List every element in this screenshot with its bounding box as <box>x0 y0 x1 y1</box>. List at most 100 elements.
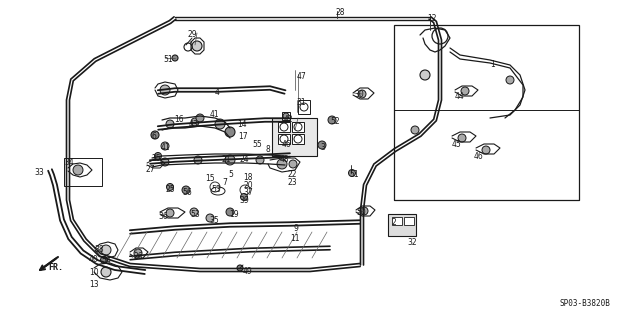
Bar <box>64 158 102 186</box>
Circle shape <box>482 146 490 154</box>
Circle shape <box>411 126 419 134</box>
Text: 4: 4 <box>215 88 220 97</box>
Text: 20: 20 <box>243 181 253 190</box>
Bar <box>272 118 317 156</box>
Circle shape <box>280 135 288 143</box>
Text: 53: 53 <box>211 185 221 194</box>
Circle shape <box>160 85 170 95</box>
Circle shape <box>318 141 326 149</box>
Bar <box>278 122 290 132</box>
Text: 38: 38 <box>94 245 104 254</box>
Text: 2: 2 <box>392 218 397 227</box>
Circle shape <box>151 131 159 139</box>
Text: 5: 5 <box>228 170 233 179</box>
Text: 47: 47 <box>297 72 307 81</box>
Text: 6: 6 <box>151 132 156 141</box>
Text: 49: 49 <box>243 267 253 276</box>
Circle shape <box>196 114 204 122</box>
Circle shape <box>206 214 214 222</box>
Circle shape <box>190 208 198 216</box>
Text: 25: 25 <box>151 154 161 163</box>
Text: 10: 10 <box>89 268 99 277</box>
Circle shape <box>184 43 192 51</box>
Text: 29: 29 <box>188 30 198 39</box>
Text: 37: 37 <box>243 188 253 197</box>
Circle shape <box>225 127 235 137</box>
Circle shape <box>461 87 469 95</box>
Text: 11: 11 <box>290 234 300 243</box>
Circle shape <box>166 209 174 217</box>
Text: 42: 42 <box>284 115 294 124</box>
Text: 50: 50 <box>356 208 365 217</box>
Text: 9: 9 <box>294 224 299 233</box>
Bar <box>292 122 304 132</box>
Circle shape <box>101 267 111 277</box>
Text: 12: 12 <box>427 14 436 23</box>
Circle shape <box>194 156 202 164</box>
Bar <box>392 217 402 225</box>
Text: 26: 26 <box>134 252 143 261</box>
Text: 51: 51 <box>163 55 173 64</box>
Text: 40: 40 <box>89 255 99 264</box>
Text: 35: 35 <box>209 216 219 225</box>
Text: 15: 15 <box>205 174 214 183</box>
Text: 16: 16 <box>174 115 184 124</box>
Circle shape <box>101 245 111 255</box>
Circle shape <box>256 156 264 164</box>
Text: 46: 46 <box>474 152 484 161</box>
Text: FR.: FR. <box>48 263 63 272</box>
Circle shape <box>458 134 466 142</box>
Circle shape <box>100 256 108 263</box>
Text: 39: 39 <box>239 196 249 205</box>
Circle shape <box>182 186 190 194</box>
Circle shape <box>161 158 169 166</box>
Bar <box>278 134 290 144</box>
Text: 41: 41 <box>210 110 220 119</box>
Text: 7: 7 <box>222 178 227 187</box>
Bar <box>394 25 579 200</box>
Text: 13: 13 <box>89 280 99 289</box>
Text: 51: 51 <box>349 170 358 179</box>
Text: 48: 48 <box>280 155 290 164</box>
Text: 31: 31 <box>296 98 306 107</box>
Circle shape <box>134 249 142 257</box>
Circle shape <box>191 118 199 126</box>
Text: 8: 8 <box>265 145 269 154</box>
Circle shape <box>237 265 243 271</box>
Text: 27: 27 <box>146 165 156 174</box>
Text: 18: 18 <box>243 173 253 182</box>
Circle shape <box>226 208 234 216</box>
Text: 55: 55 <box>252 140 262 149</box>
Text: 14: 14 <box>237 120 246 129</box>
Text: 17: 17 <box>238 132 248 141</box>
Circle shape <box>154 152 161 160</box>
Text: 53: 53 <box>190 210 200 219</box>
Circle shape <box>283 113 289 119</box>
Circle shape <box>166 183 173 190</box>
Circle shape <box>289 160 297 168</box>
Text: 19: 19 <box>229 210 239 219</box>
Text: 34: 34 <box>64 158 74 167</box>
Text: 41: 41 <box>161 143 171 152</box>
Circle shape <box>280 123 288 131</box>
Circle shape <box>73 165 83 175</box>
Circle shape <box>328 116 336 124</box>
Circle shape <box>225 155 235 165</box>
Text: 56: 56 <box>182 188 192 197</box>
Circle shape <box>294 123 302 131</box>
Text: 23: 23 <box>288 178 298 187</box>
Circle shape <box>277 159 287 169</box>
Text: 24: 24 <box>240 155 250 164</box>
Text: 21: 21 <box>221 155 230 164</box>
Circle shape <box>192 41 202 51</box>
Bar <box>282 112 290 120</box>
Text: SP03-B3820B: SP03-B3820B <box>560 299 611 308</box>
Text: 44: 44 <box>455 92 465 101</box>
Text: 33: 33 <box>34 168 44 177</box>
Circle shape <box>241 194 248 201</box>
Text: 1: 1 <box>490 60 495 69</box>
Circle shape <box>161 142 169 150</box>
Text: 36: 36 <box>158 212 168 221</box>
Circle shape <box>294 135 302 143</box>
Bar <box>292 134 304 144</box>
